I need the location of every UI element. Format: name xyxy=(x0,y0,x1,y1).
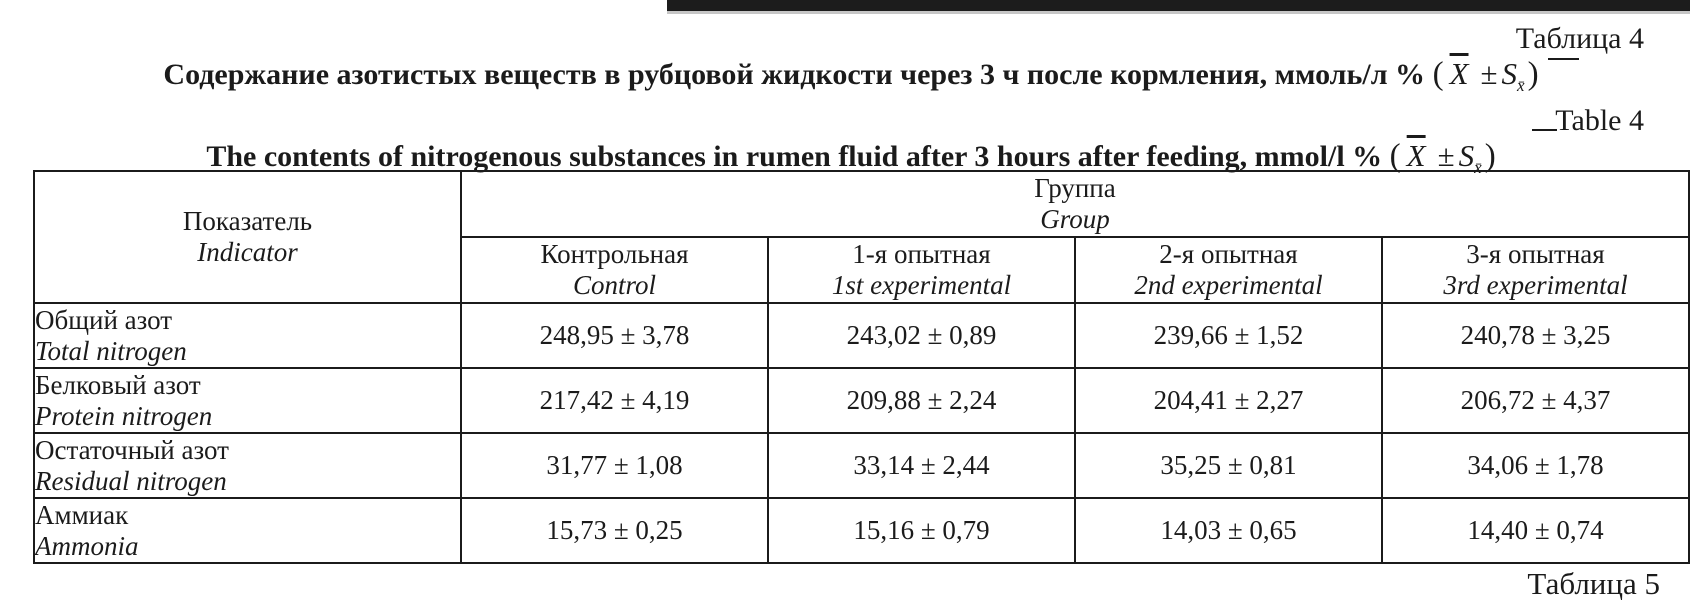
table-title-en: The contents of nitrogenous substances i… xyxy=(30,138,1672,185)
value-cell: 14,03 ± 0,65 xyxy=(1074,497,1383,564)
row-label-ru: Белковый азот xyxy=(35,369,201,400)
value-cell: 240,78 ± 3,25 xyxy=(1381,302,1690,369)
column-header-ru: 3-я опытная xyxy=(1466,239,1605,269)
column-header-3rd-experimental: 3-я опытная 3rd experimental xyxy=(1381,236,1690,304)
indicator-header-ru: Показатель xyxy=(182,206,313,236)
formula-close-paren: ) xyxy=(1484,138,1496,175)
row-label-ru: Аммиак xyxy=(35,499,129,530)
formula-stat-symbol: S xyxy=(1458,138,1475,174)
row-label-ru: Остаточный азот xyxy=(35,434,229,465)
group-header-cell: Группа Group xyxy=(460,170,1690,238)
formula-plus-minus: ± xyxy=(1437,138,1455,174)
value-cell: 14,40 ± 0,74 xyxy=(1381,497,1690,564)
formula-plus-minus: ± xyxy=(1480,56,1498,91)
formula-mean-symbol: X xyxy=(1449,56,1469,91)
value-cell: 35,25 ± 0,81 xyxy=(1074,432,1383,499)
formula-mean-symbol: X xyxy=(1406,138,1426,174)
indicator-header-en: Indicator xyxy=(197,237,298,267)
row-label-en: Ammonia xyxy=(35,530,139,561)
value-cell: 31,77 ± 1,08 xyxy=(460,432,769,499)
table-number-ru: Таблица 4 xyxy=(30,21,1672,56)
column-header-en: Control xyxy=(572,270,657,300)
row-label-cell: Белковый азот Protein nitrogen xyxy=(33,367,462,434)
value-cell: 206,72 ± 4,37 xyxy=(1381,367,1690,434)
column-header-control: Контрольная Control xyxy=(460,236,769,304)
formula-close-paren: ) xyxy=(1527,56,1539,92)
group-header-en: Group xyxy=(1040,204,1110,234)
table-row-total-nitrogen: Общий азот Total nitrogen 248,95 ± 3,78 … xyxy=(33,302,1690,369)
table-row: Показатель Indicator Группа Group xyxy=(33,170,1690,304)
caption-block: Таблица 4 Содержание азотистых веществ в… xyxy=(30,21,1672,185)
column-header-1st-experimental: 1-я опытная 1st experimental xyxy=(767,236,1076,304)
value-cell: 34,06 ± 1,78 xyxy=(1381,432,1690,499)
table-number-en: Table 4 xyxy=(30,103,1672,138)
table-row-ammonia: Аммиак Ammonia 15,73 ± 0,25 15,16 ± 0,79… xyxy=(33,497,1690,564)
row-label-en: Protein nitrogen xyxy=(35,400,213,431)
formula-stat-subscript: x̄ xyxy=(1474,158,1482,178)
column-header-en: 1st experimental xyxy=(831,270,1012,300)
table-title-ru: Содержание азотистых веществ в рубцовой … xyxy=(30,56,1672,103)
table-title-ru-text: Содержание азотистых веществ в рубцовой … xyxy=(163,58,1426,91)
column-header-ru: 1-я опытная xyxy=(852,239,991,269)
value-cell: 248,95 ± 3,78 xyxy=(460,302,769,369)
column-header-en: 3rd experimental xyxy=(1443,270,1628,300)
column-header-ru: Контрольная xyxy=(540,239,689,269)
formula-stat-symbol: S xyxy=(1501,56,1518,91)
table-row: Контрольная Control 1-я опытная 1st expe… xyxy=(34,236,1690,304)
formula-stat-subscript: x̄ xyxy=(1517,76,1525,96)
column-header-en: 2nd experimental xyxy=(1134,270,1323,300)
value-cell: 204,41 ± 2,27 xyxy=(1074,367,1383,434)
link-underline-artifact xyxy=(1548,58,1579,60)
row-label-en: Residual nitrogen xyxy=(35,465,227,496)
nitrogen-contents-table: Показатель Indicator Группа Group Контро… xyxy=(33,170,1690,564)
table-number-ru-text: Таблица 4 xyxy=(1515,22,1644,55)
indicator-header-cell: Показатель Indicator xyxy=(33,170,462,304)
row-label-ru: Общий азот xyxy=(35,304,173,335)
row-label-cell: Общий азот Total nitrogen xyxy=(33,302,462,369)
column-header-ru: 2-я опытная xyxy=(1159,239,1298,269)
page-edge-bar xyxy=(667,0,1690,14)
value-cell: 217,42 ± 4,19 xyxy=(460,367,769,434)
table-title-en-text: The contents of nitrogenous substances i… xyxy=(206,140,1383,174)
table-row-residual-nitrogen: Остаточный азот Residual nitrogen 31,77 … xyxy=(33,432,1690,499)
value-cell: 239,66 ± 1,52 xyxy=(1074,302,1383,369)
row-label-cell: Остаточный азот Residual nitrogen xyxy=(33,432,462,499)
next-table-number-clipped: Таблица 5 xyxy=(1527,566,1660,601)
formula-open-paren: ( xyxy=(1432,56,1444,92)
table-row-protein-nitrogen: Белковый азот Protein nitrogen 217,42 ± … xyxy=(33,367,1690,434)
value-cell: 209,88 ± 2,24 xyxy=(767,367,1076,434)
formula-open-paren: ( xyxy=(1389,138,1401,175)
row-label-en: Total nitrogen xyxy=(35,335,187,366)
value-cell: 15,16 ± 0,79 xyxy=(767,497,1076,564)
value-cell: 243,02 ± 0,89 xyxy=(767,302,1076,369)
table-number-en-text: Table 4 xyxy=(1555,104,1644,138)
column-header-2nd-experimental: 2-я опытная 2nd experimental xyxy=(1074,236,1383,304)
link-underline-artifact xyxy=(1532,129,1557,131)
mean-se-formula-ru: (X ± Sx̄) xyxy=(1432,56,1539,95)
value-cell: 33,14 ± 2,44 xyxy=(767,432,1076,499)
value-cell: 15,73 ± 0,25 xyxy=(460,497,769,564)
row-label-cell: Аммиак Ammonia xyxy=(33,497,462,564)
mean-se-formula-en: (X ± Sx̄) xyxy=(1389,138,1496,177)
group-header-ru: Группа xyxy=(1034,173,1116,203)
